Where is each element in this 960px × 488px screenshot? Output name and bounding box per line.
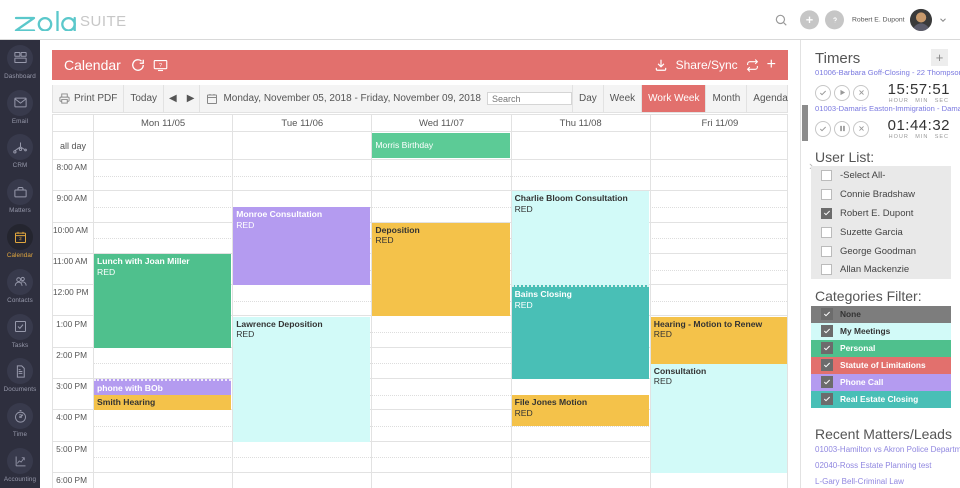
svg-text:2: 2 [19,236,22,241]
svg-text:?: ? [159,62,162,68]
